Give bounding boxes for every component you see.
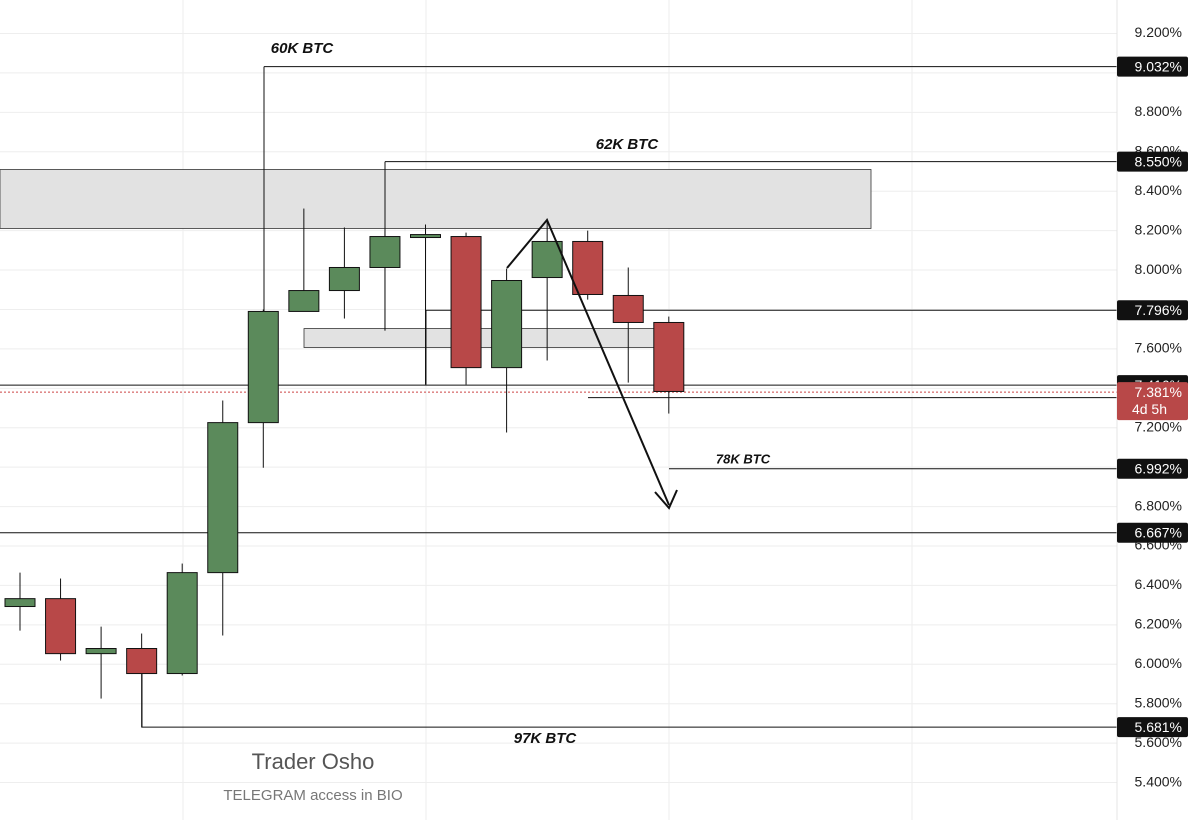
countdown-label: 4d 5h (1132, 401, 1167, 417)
y-tick-label: 8.800% (1135, 103, 1182, 119)
candle-body (126, 648, 158, 675)
y-tick-label: 6.400% (1135, 576, 1182, 592)
price-tag (1117, 56, 1188, 77)
candle-body (531, 240, 563, 279)
annotation: 60K BTC (271, 40, 335, 57)
watermark-title: Trader Osho (252, 749, 375, 774)
current-price-label: 7.381% (1135, 384, 1182, 400)
price-tag (1117, 717, 1188, 738)
current-price-tag (1117, 382, 1188, 421)
annotation: 78K BTC (716, 451, 771, 466)
zone (303, 328, 668, 348)
y-tick-label: 6.000% (1135, 655, 1182, 671)
y-tick-label: 7.200% (1135, 418, 1182, 434)
candle-body (328, 266, 360, 292)
price-tag-label: 8.550% (1135, 153, 1182, 169)
arrow-head (654, 489, 678, 510)
price-tag (1117, 458, 1188, 479)
watermark-subtitle: TELEGRAM access in BIO (223, 787, 402, 804)
price-tag (1117, 151, 1188, 172)
candle-body (166, 572, 198, 675)
grid (0, 0, 1117, 820)
y-tick-label: 7.600% (1135, 340, 1182, 356)
price-tag-label: 7.796% (1135, 302, 1182, 318)
levels (0, 66, 1117, 728)
candle-body (450, 236, 482, 369)
candle-body (410, 234, 441, 239)
price-tags: 9.032%8.550%7.796%7.416%7.353%6.992%6.66… (1117, 56, 1188, 738)
candle-body (207, 422, 239, 574)
candle-body (653, 321, 685, 392)
y-tick-label: 8.000% (1135, 261, 1182, 277)
candle-body (612, 294, 644, 323)
candle-body (45, 598, 77, 655)
y-tick-label: 8.400% (1135, 182, 1182, 198)
price-tag (1117, 522, 1188, 543)
price-tag-label: 5.681% (1135, 719, 1182, 735)
y-tick-label: 5.400% (1135, 773, 1182, 789)
annotation: 62K BTC (596, 136, 660, 153)
zone (0, 169, 872, 229)
candle-body (369, 236, 401, 268)
price-tag-label: 6.667% (1135, 525, 1182, 541)
price-tag-label: 9.032% (1135, 58, 1182, 74)
y-tick-label: 9.200% (1135, 24, 1182, 40)
candle-body (572, 240, 604, 295)
candle-body (85, 648, 117, 655)
y-tick-label: 6.800% (1135, 497, 1182, 513)
annotation: 97K BTC (514, 730, 578, 747)
y-tick-label: 5.800% (1135, 694, 1182, 710)
candle-body (4, 598, 36, 608)
y-tick-label: 5.600% (1135, 734, 1182, 750)
price-tag (1117, 300, 1188, 321)
price-tag-label: 6.992% (1135, 460, 1182, 476)
y-tick-label: 8.200% (1135, 221, 1182, 237)
candle-body (288, 290, 320, 312)
y-tick-label: 6.200% (1135, 616, 1182, 632)
candle-body (491, 279, 523, 369)
candles (4, 208, 685, 728)
zones (0, 169, 872, 348)
candle-body (247, 310, 279, 424)
trend-arrow (506, 218, 670, 506)
